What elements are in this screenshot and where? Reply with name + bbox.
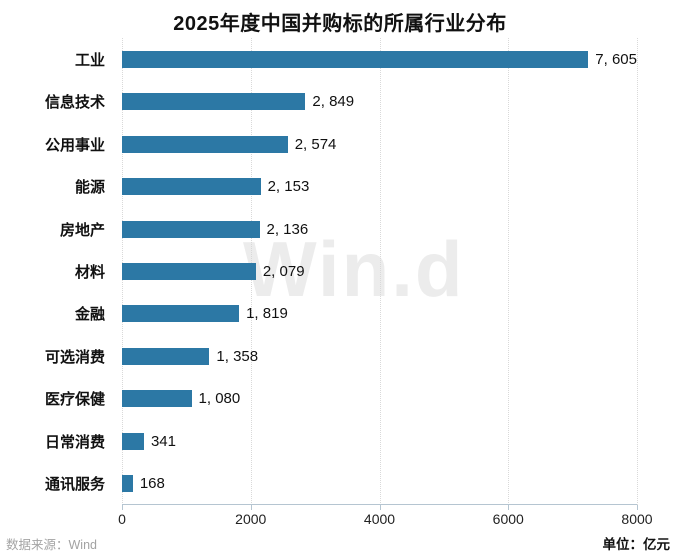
value-label: 2, 079 (262, 262, 305, 280)
value-label: 7, 605 (595, 50, 637, 68)
category-cell: 可选消费 (0, 335, 113, 377)
category-label: 日常消费 (44, 433, 105, 451)
category-label: 材料 (74, 263, 105, 281)
category-label: 工业 (74, 51, 105, 69)
bar (122, 390, 192, 408)
category-axis: 工业信息技术公用事业能源房地产材料金融可选消费医疗保健日常消费通讯服务 (0, 38, 113, 505)
category-cell: 日常消费 (0, 420, 113, 462)
value-label: 1, 819 (246, 305, 288, 323)
category-label: 能源 (74, 179, 105, 197)
category-label: 房地产 (59, 221, 105, 239)
category-label: 信息技术 (44, 94, 105, 112)
bar (122, 220, 260, 238)
gridline-4000 (379, 38, 381, 505)
bar-row: 2, 849 (122, 80, 637, 122)
x-tick-label-8000: 8000 (621, 511, 653, 527)
axis-tick-4000 (379, 505, 381, 510)
category-cell: 信息技术 (0, 80, 113, 122)
category-label: 可选消费 (44, 348, 105, 366)
category-cell: 金融 (0, 293, 113, 335)
bar (122, 178, 261, 196)
value-label: 168 (139, 475, 165, 493)
gridline-8000 (637, 38, 638, 505)
value-label: 2, 849 (312, 93, 355, 111)
category-label: 医疗保健 (44, 391, 105, 409)
bar-row: 2, 153 (122, 165, 637, 207)
bar (122, 135, 288, 153)
axis-tick-2000 (250, 505, 252, 510)
data-source-note: 数据来源：Wind (6, 538, 97, 552)
x-axis-tick-labels: 0 2000 4000 6000 8000 (118, 511, 652, 529)
bar-row: 341 (122, 420, 637, 462)
axis-tick-0 (122, 505, 123, 510)
bar-rows: 7, 605 2, 849 2, 574 2, 153 2, 136 2, 079 1, 8… (122, 38, 637, 505)
plot-area: 7, 605 2, 849 2, 574 2, 153 2, 136 2, 079 1, 8… (122, 38, 638, 510)
bar (122, 305, 240, 323)
chart-title: 2025年度中国并购标的所属行业分布 (173, 13, 507, 35)
bar-row: 2, 079 (122, 250, 637, 292)
bar (122, 432, 144, 450)
value-label: 1, 080 (198, 390, 241, 408)
bar (122, 93, 306, 111)
bar-row: 1, 080 (122, 378, 637, 420)
gridline-6000 (508, 38, 510, 505)
unit-note: 单位：亿元 (602, 537, 671, 552)
value-label: 341 (150, 432, 176, 450)
value-label: 1, 358 (216, 347, 259, 365)
axis-tick-8000 (637, 505, 638, 510)
x-tick-label-4000: 4000 (363, 511, 396, 527)
category-cell: 材料 (0, 250, 113, 292)
axis-tick-6000 (508, 505, 510, 510)
category-cell: 医疗保健 (0, 378, 113, 420)
bar-row: 168 (122, 463, 637, 505)
category-label: 金融 (74, 306, 105, 324)
value-label: 2, 574 (294, 135, 337, 153)
bar-row: 2, 574 (122, 123, 637, 165)
category-cell: 工业 (0, 38, 113, 80)
bar-row: 7, 605 (122, 38, 637, 80)
category-cell: 能源 (0, 165, 113, 207)
x-tick-label-6000: 6000 (492, 511, 524, 527)
bar-row: 2, 136 (122, 208, 637, 250)
x-tick-label-2000: 2000 (235, 511, 267, 527)
bar (122, 50, 589, 68)
category-label: 通讯服务 (44, 476, 105, 494)
bar (122, 262, 256, 280)
bar (122, 347, 210, 365)
bar-row: 1, 819 (122, 293, 637, 335)
category-label: 公用事业 (44, 136, 105, 154)
value-label: 2, 153 (267, 178, 310, 196)
wind-watermark: Win.d (243, 225, 465, 313)
x-axis-line (122, 504, 637, 505)
bar (122, 475, 133, 493)
bar-row: 1, 358 (122, 335, 637, 377)
category-cell: 通讯服务 (0, 463, 113, 505)
category-cell: 房地产 (0, 208, 113, 250)
x-tick-label-0: 0 (118, 511, 126, 527)
category-cell: 公用事业 (0, 123, 113, 165)
value-label: 2, 136 (266, 220, 309, 238)
